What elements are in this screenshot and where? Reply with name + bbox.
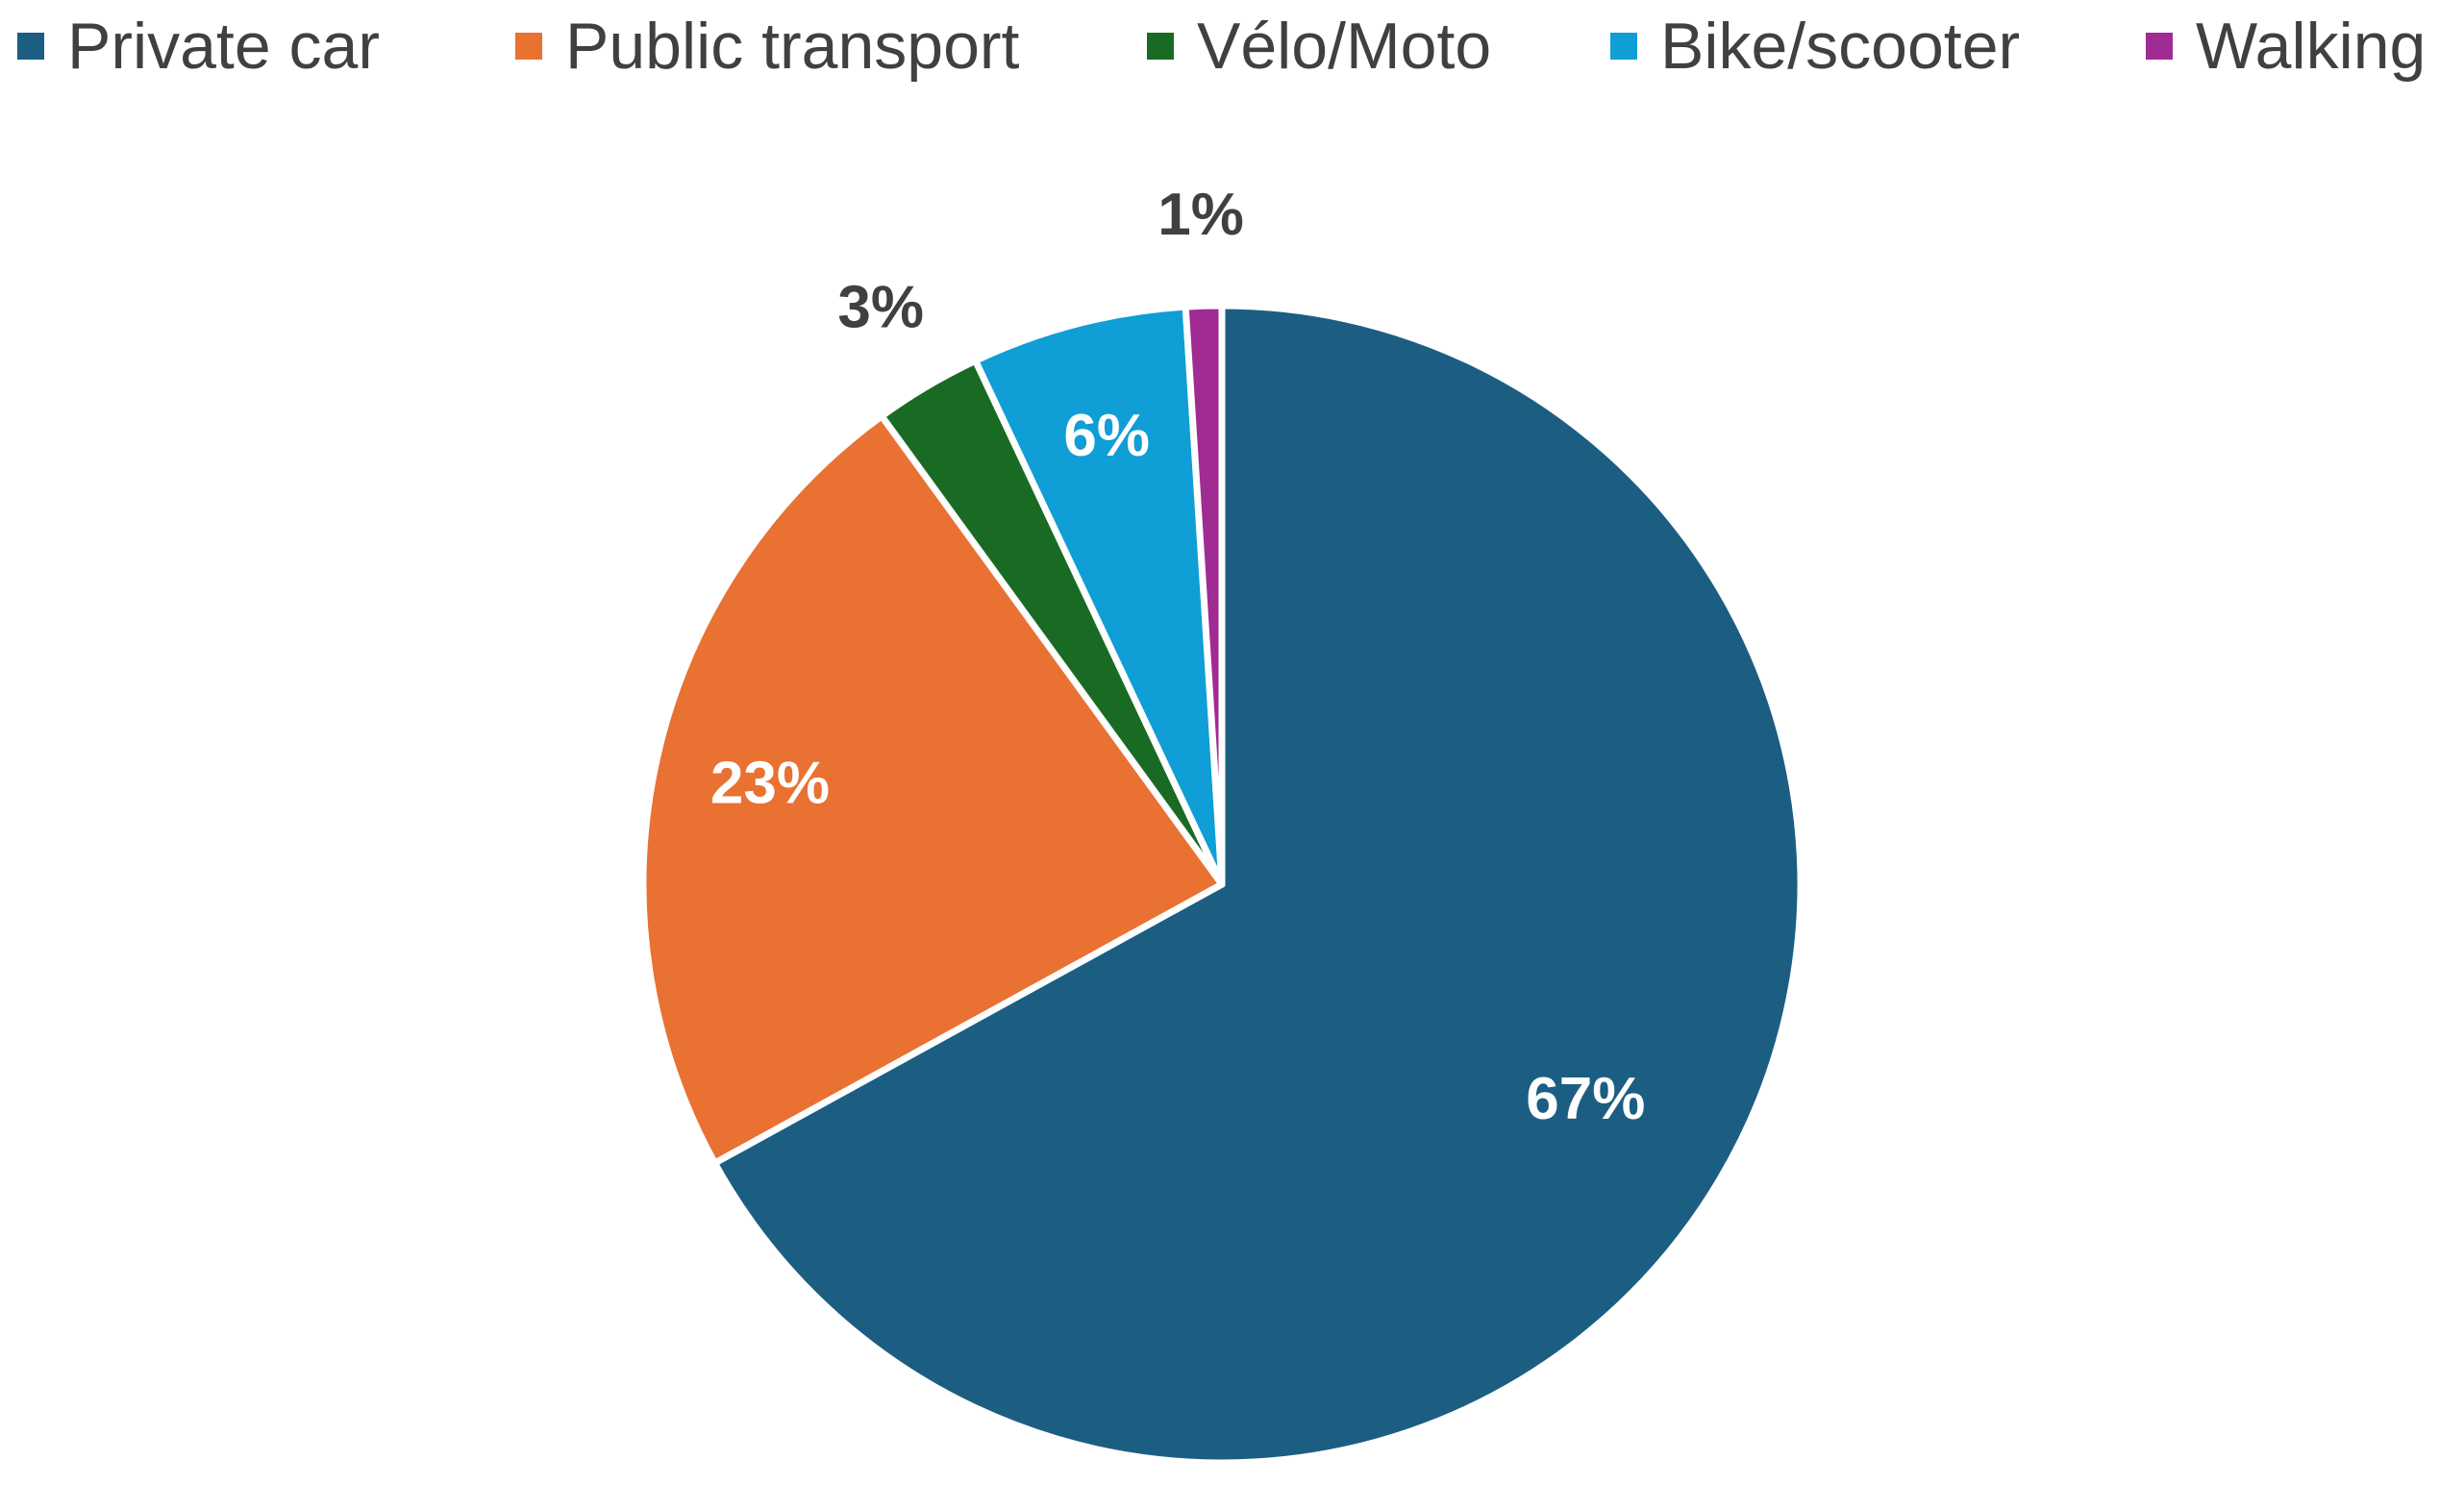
legend-item-velo-moto: Vélo/Moto	[1147, 10, 1491, 83]
legend-swatch-private-car	[17, 33, 44, 60]
data-label-public-transport: 23%	[710, 750, 830, 816]
legend-item-public-transport: Public transport	[515, 10, 1020, 83]
legend-swatch-public-transport	[515, 33, 542, 60]
legend-label-public-transport: Public transport	[565, 10, 1020, 83]
legend-item-private-car: Private car	[17, 10, 380, 83]
legend-label-walking: Walking	[2196, 10, 2426, 83]
legend-label-velo-moto: Vélo/Moto	[1197, 10, 1491, 83]
pie-slice-private-car	[710, 302, 1804, 1467]
pie-slice-bike-scooter	[972, 303, 1226, 888]
pie-slices	[639, 302, 1804, 1467]
data-labels: 67% 23% 3% 6% 1%	[710, 182, 1645, 1132]
legend-swatch-velo-moto	[1147, 33, 1174, 60]
legend: Private car Public transport Vélo/Moto Bike…	[17, 10, 2426, 83]
legend-swatch-walking	[2146, 33, 2173, 60]
legend-label-private-car: Private car	[67, 10, 380, 83]
legend-item-walking: Walking	[2146, 10, 2426, 83]
legend-swatch-bike-scooter	[1610, 33, 1637, 60]
pie-slice-public-transport	[639, 412, 1226, 1167]
legend-label-bike-scooter: Bike/scooter	[1660, 10, 2020, 83]
data-label-private-car: 67%	[1526, 1066, 1645, 1132]
data-label-walking: 1%	[1157, 182, 1244, 248]
data-label-velo-moto: 3%	[837, 275, 924, 341]
legend-item-bike-scooter: Bike/scooter	[1610, 10, 2020, 83]
data-label-bike-scooter: 6%	[1063, 403, 1150, 469]
pie-slice-walking	[1182, 302, 1226, 888]
